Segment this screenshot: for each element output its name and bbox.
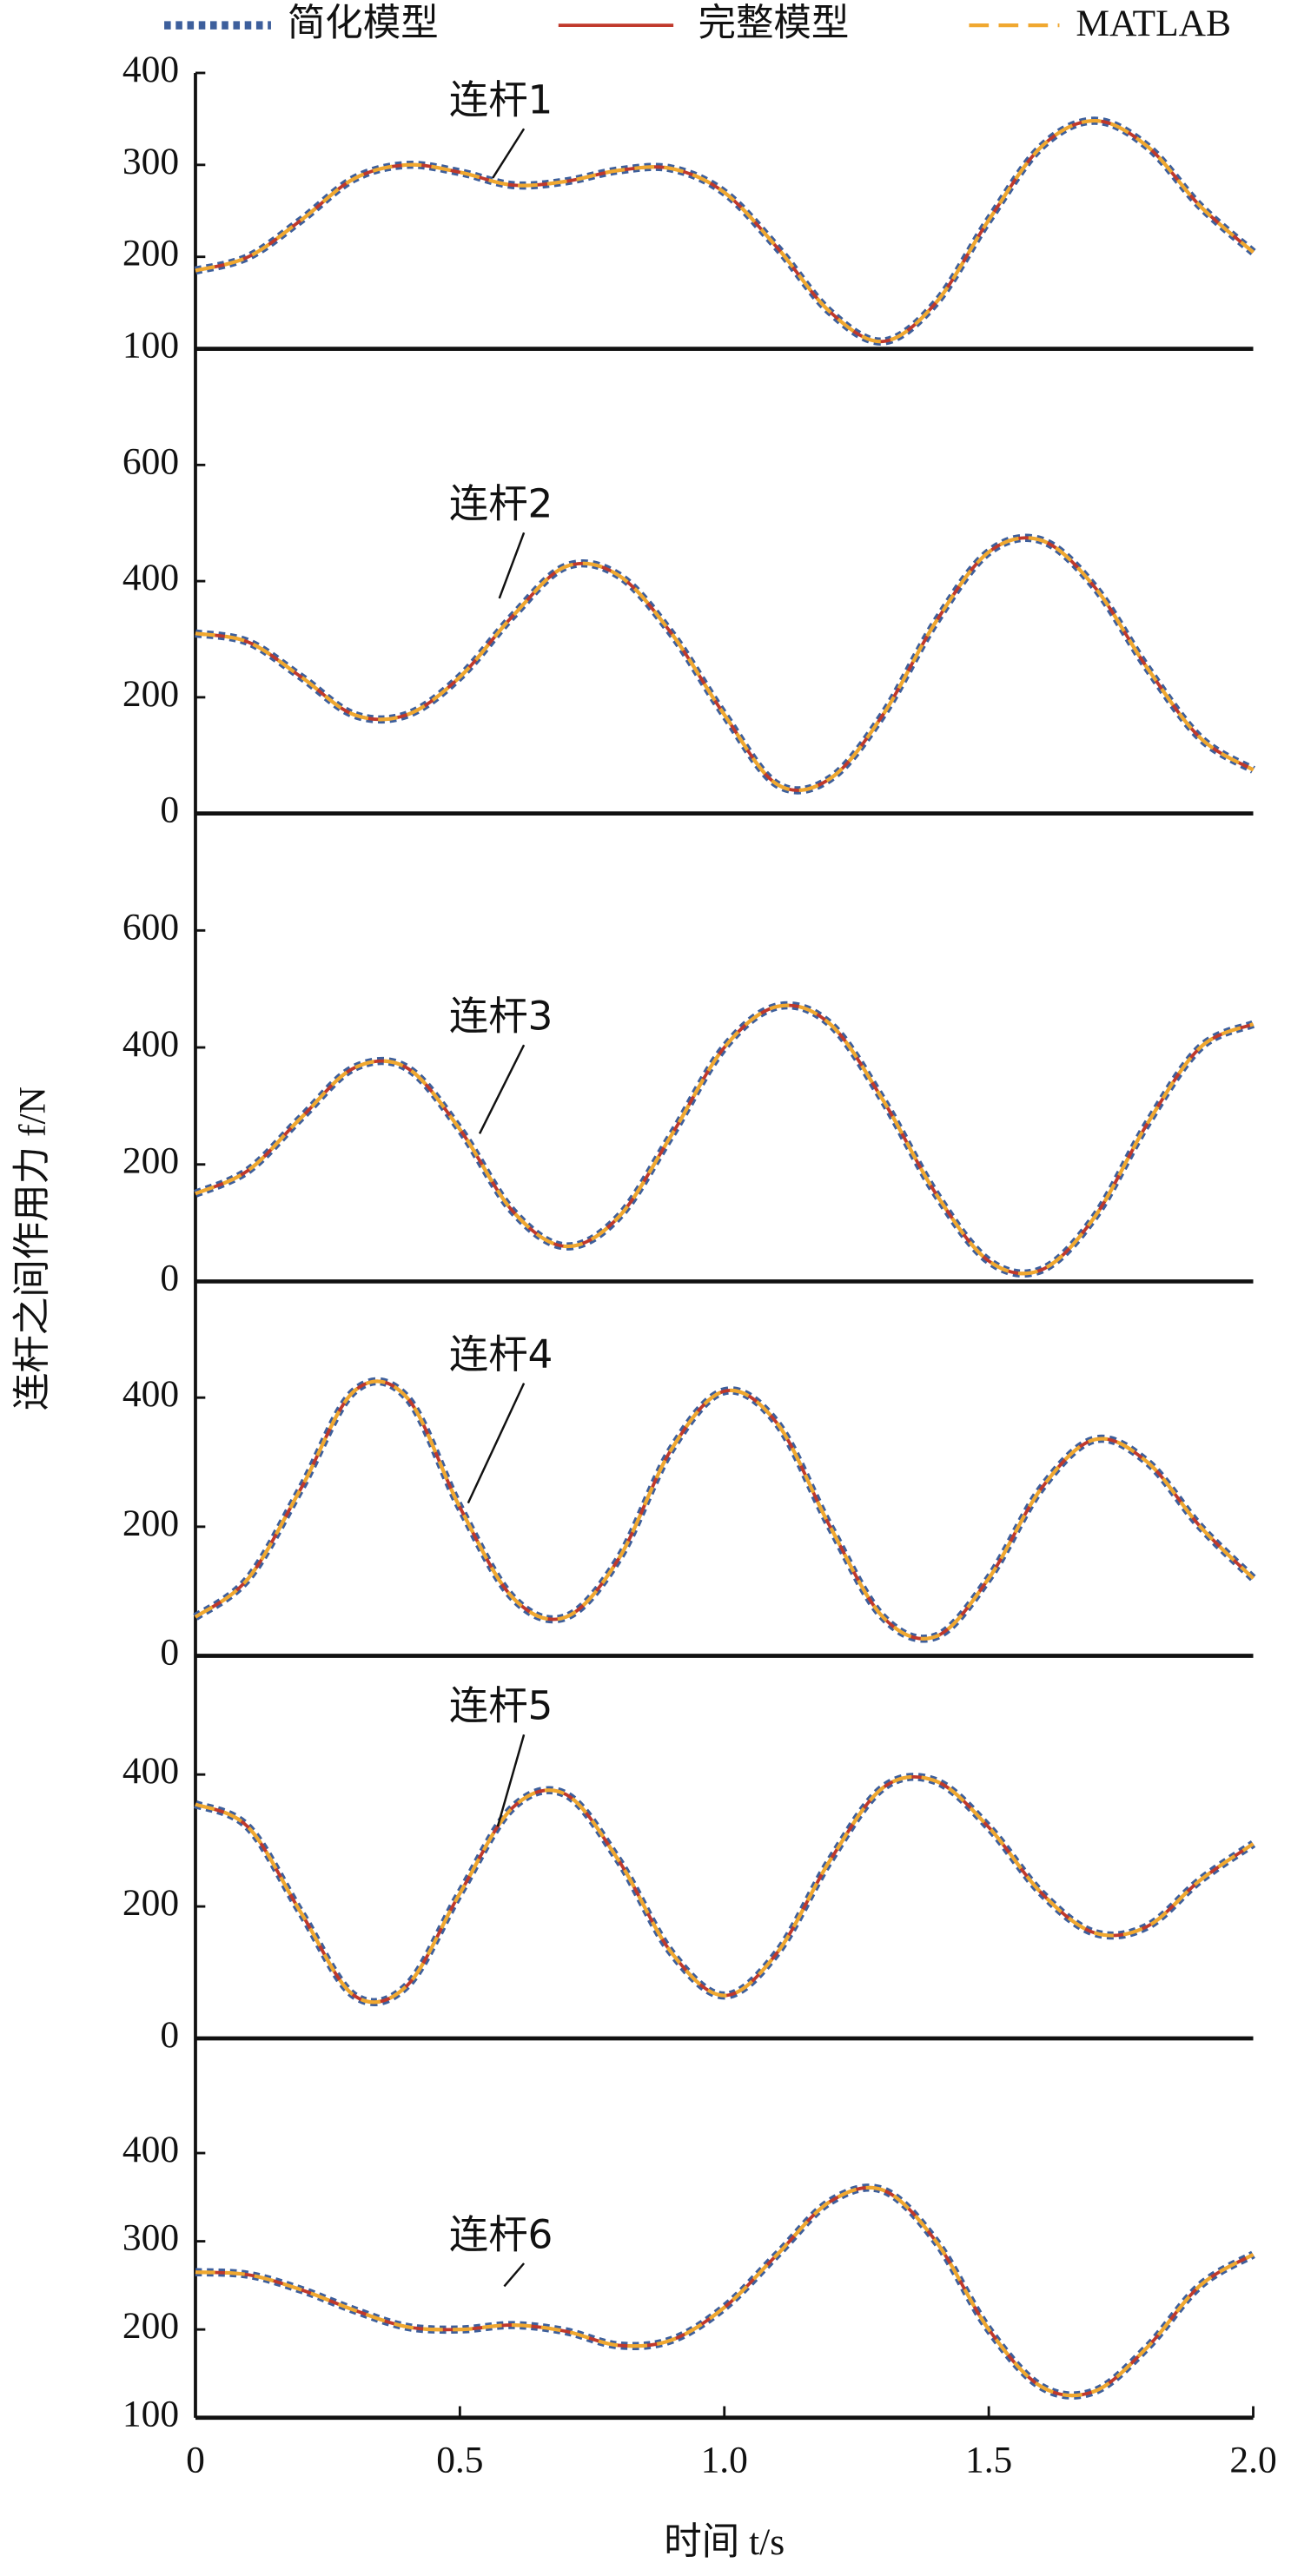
legend-label: 完整模型 [698,3,849,44]
series-line [194,1773,1256,2006]
series-line [195,533,1255,795]
y-axis-label: 连杆之间作用力 f/N [12,1087,54,1410]
y-tick-label: 0 [160,1631,179,1673]
annotation-leader [492,128,526,179]
series-line [193,1377,1256,1643]
annotation: 连杆1 [449,76,553,122]
annotation-leader [503,2262,526,2288]
annotation: 连杆4 [449,1331,553,1377]
series-line [195,1003,1255,1276]
series-line [195,2183,1255,2400]
series-line [195,536,1255,792]
series-line [194,116,1256,346]
x-tick-label: 1.0 [701,2440,748,2481]
y-tick-label: 200 [122,673,179,715]
series-line [195,1774,1255,2005]
y-tick-label: 100 [122,2394,179,2435]
x-tick-label: 0.5 [436,2440,483,2481]
annotation: 连杆3 [449,993,553,1039]
y-tick-label: 200 [122,1882,179,1924]
y-tick-label: 400 [122,557,179,598]
series-line [195,118,1255,344]
y-tick-label: 0 [160,789,179,831]
y-tick-label: 200 [122,2305,179,2347]
legend-label: MATLAB [1076,3,1231,44]
series-line [195,2185,1255,2398]
y-tick-label: 0 [160,1257,179,1298]
annotation-leader [498,532,526,599]
x-tick-label: 1.5 [965,2440,1012,2481]
y-tick-label: 300 [122,141,179,182]
series-line [194,1379,1255,1641]
annotation-leader [478,1044,526,1134]
y-tick-label: 600 [122,440,179,482]
y-tick-label: 200 [122,233,179,274]
series-line [195,1774,1255,2005]
y-tick-label: 100 [122,325,179,367]
series-line [195,2185,1255,2398]
y-tick-label: 400 [122,2129,179,2170]
x-axis-label: 时间 t/s [664,2521,785,2563]
y-tick-label: 400 [122,1373,179,1415]
series-line [195,119,1255,344]
legend-label: 简化模型 [288,3,439,44]
y-tick-label: 200 [122,1140,179,1182]
annotation: 连杆6 [449,2211,553,2257]
x-tick-label: 0 [186,2440,205,2481]
y-tick-label: 300 [122,2217,179,2259]
y-tick-label: 0 [160,2014,179,2056]
series-line [195,536,1255,792]
annotation: 连杆5 [449,1682,553,1728]
y-tick-label: 200 [122,1503,179,1544]
annotation-leader [467,1383,526,1504]
x-tick-label: 2.0 [1229,2440,1276,2481]
y-tick-label: 400 [122,49,179,90]
y-tick-label: 400 [122,1750,179,1792]
series-line [194,1379,1255,1641]
annotation-leader [496,1734,526,1827]
annotation: 连杆2 [449,481,553,527]
y-tick-label: 600 [122,906,179,948]
y-tick-label: 400 [122,1023,179,1065]
